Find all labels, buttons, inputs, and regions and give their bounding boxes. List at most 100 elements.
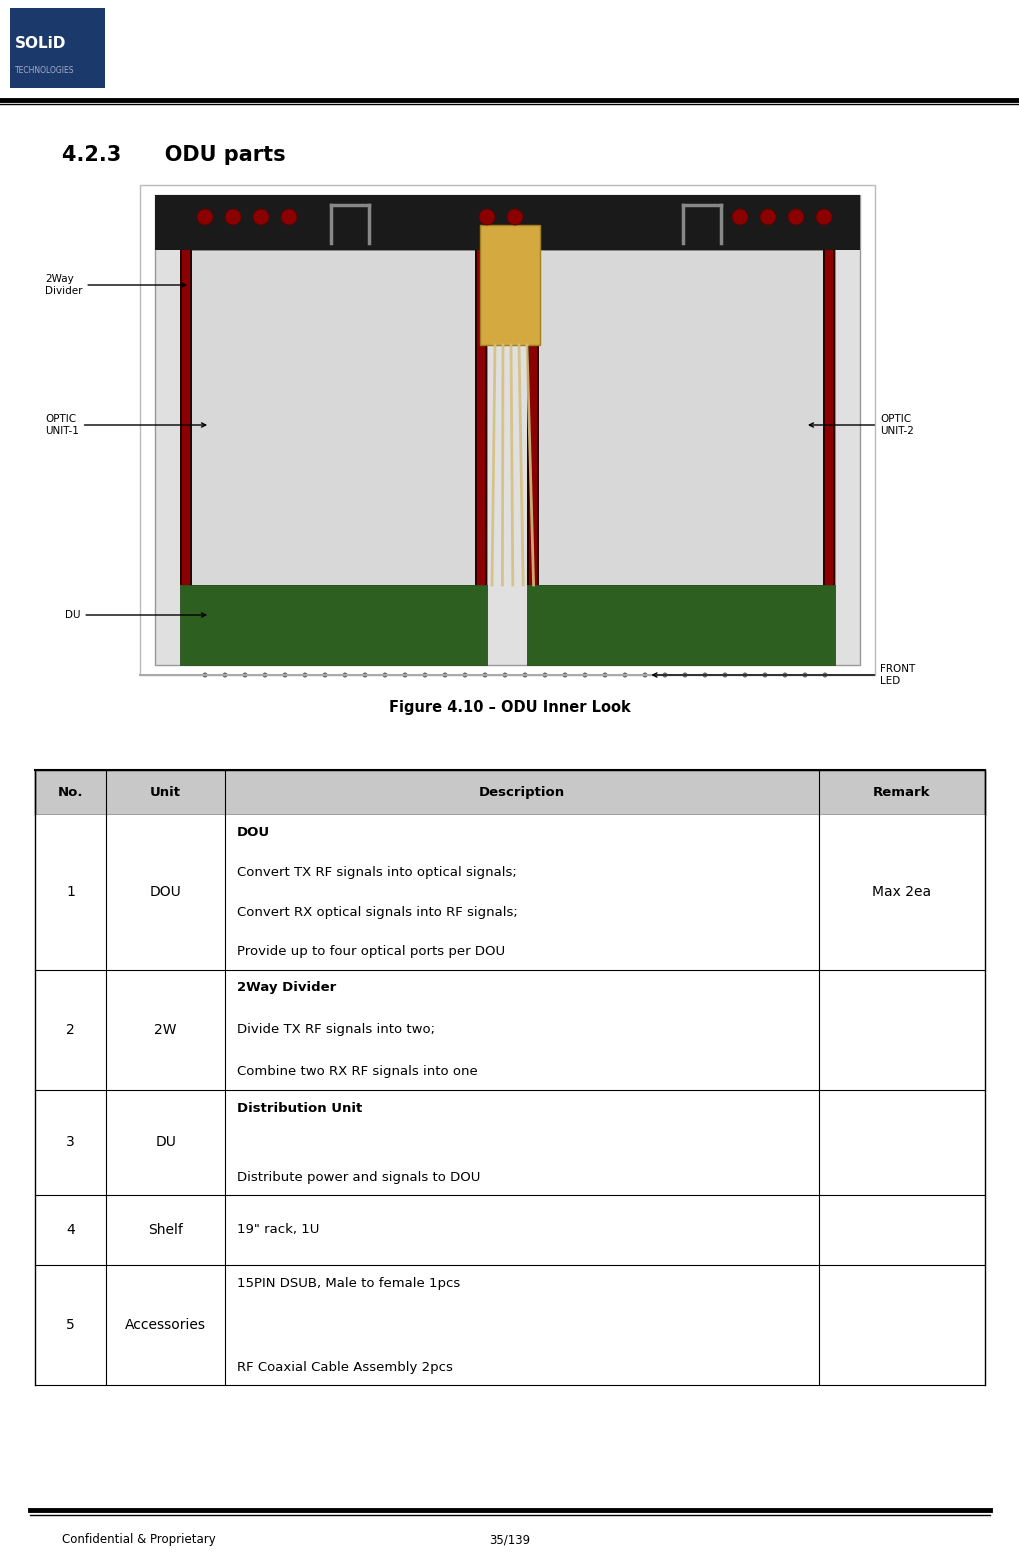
Bar [179, 586, 486, 665]
Text: Convert RX optical signals into RF signals;: Convert RX optical signals into RF signa… [236, 906, 518, 918]
Circle shape [782, 673, 787, 678]
Circle shape [382, 673, 387, 678]
Circle shape [403, 673, 408, 678]
Circle shape [682, 673, 687, 678]
Circle shape [815, 209, 832, 225]
Text: 15PIN DSUB, Male to female 1pcs: 15PIN DSUB, Male to female 1pcs [236, 1276, 460, 1290]
Text: Shelf: Shelf [148, 1223, 182, 1237]
Circle shape [522, 673, 527, 678]
Circle shape [322, 673, 327, 678]
Circle shape [702, 673, 707, 678]
Bar [527, 586, 835, 665]
Bar [477, 250, 484, 586]
Text: 35/139: 35/139 [489, 1534, 530, 1546]
Circle shape [225, 209, 240, 225]
Circle shape [197, 209, 213, 225]
Bar [181, 250, 190, 586]
Bar [179, 250, 192, 586]
Bar [10, 8, 105, 87]
Bar [35, 1195, 984, 1265]
Text: Distribute power and signals to DOU: Distribute power and signals to DOU [236, 1170, 480, 1184]
Bar [140, 184, 874, 675]
Bar [824, 250, 833, 586]
Circle shape [506, 209, 523, 225]
Text: OPTIC
UNIT-1: OPTIC UNIT-1 [45, 414, 206, 436]
Text: Convert TX RF signals into optical signals;: Convert TX RF signals into optical signa… [236, 867, 517, 879]
Circle shape [742, 673, 747, 678]
Circle shape [280, 209, 297, 225]
Circle shape [502, 673, 507, 678]
Text: 2Way Divider: 2Way Divider [236, 981, 336, 995]
Circle shape [762, 673, 766, 678]
Circle shape [821, 673, 826, 678]
Bar [35, 970, 984, 1090]
Text: Distribution Unit: Distribution Unit [236, 1101, 362, 1115]
Text: Accessories: Accessories [125, 1318, 206, 1332]
Text: FRONT
LED: FRONT LED [652, 664, 914, 686]
Circle shape [642, 673, 647, 678]
Circle shape [788, 209, 803, 225]
Circle shape [802, 673, 807, 678]
Circle shape [362, 673, 367, 678]
Circle shape [203, 673, 207, 678]
Text: Description: Description [478, 786, 565, 800]
Bar [35, 815, 984, 970]
Text: DOU: DOU [236, 826, 270, 839]
Text: 4.2.3      ODU parts: 4.2.3 ODU parts [62, 145, 285, 166]
Text: 5: 5 [66, 1318, 75, 1332]
Text: Max 2ea: Max 2ea [871, 886, 930, 900]
Circle shape [442, 673, 447, 678]
Text: SOLiD: SOLiD [15, 36, 66, 52]
Bar [155, 195, 859, 250]
Text: No.: No. [58, 786, 84, 800]
Text: 2W: 2W [154, 1023, 176, 1037]
Text: Combine two RX RF signals into one: Combine two RX RF signals into one [236, 1065, 477, 1078]
Text: DU: DU [65, 611, 206, 620]
Bar [527, 250, 835, 586]
Text: OPTIC
UNIT-2: OPTIC UNIT-2 [808, 414, 913, 436]
Circle shape [253, 209, 269, 225]
Circle shape [222, 673, 227, 678]
Text: DOU: DOU [150, 886, 181, 900]
Circle shape [282, 673, 287, 678]
Bar [179, 250, 486, 586]
Text: TECHNOLOGIES: TECHNOLOGIES [15, 66, 74, 75]
Circle shape [602, 673, 607, 678]
Text: 1: 1 [66, 886, 75, 900]
Circle shape [542, 673, 547, 678]
Circle shape [462, 673, 467, 678]
Bar [480, 225, 539, 345]
Text: DU: DU [155, 1136, 176, 1150]
Text: Provide up to four optical ports per DOU: Provide up to four optical ports per DOU [236, 945, 504, 959]
Bar [155, 195, 859, 665]
Text: 2: 2 [66, 1023, 75, 1037]
Bar [35, 770, 984, 815]
Circle shape [262, 673, 267, 678]
Bar [35, 1265, 984, 1385]
Text: 3: 3 [66, 1136, 75, 1150]
Circle shape [732, 209, 747, 225]
Circle shape [422, 673, 427, 678]
Circle shape [342, 673, 347, 678]
Circle shape [622, 673, 627, 678]
Text: Confidential & Proprietary: Confidential & Proprietary [62, 1534, 216, 1546]
Circle shape [479, 209, 494, 225]
Circle shape [721, 673, 727, 678]
Text: 4: 4 [66, 1223, 75, 1237]
Bar [529, 250, 536, 586]
Text: Remark: Remark [872, 786, 929, 800]
Circle shape [243, 673, 248, 678]
Text: RF Coaxial Cable Assembly 2pcs: RF Coaxial Cable Assembly 2pcs [236, 1361, 452, 1373]
Text: 19" rack, 1U: 19" rack, 1U [236, 1223, 319, 1237]
Text: Figure 4.10 – ODU Inner Look: Figure 4.10 – ODU Inner Look [388, 700, 631, 715]
Bar [475, 250, 486, 586]
Circle shape [662, 673, 666, 678]
Text: 2Way
Divider: 2Way Divider [45, 275, 185, 295]
Circle shape [303, 673, 307, 678]
Circle shape [759, 209, 775, 225]
Text: Unit: Unit [150, 786, 181, 800]
Bar [822, 250, 835, 586]
Circle shape [482, 673, 487, 678]
Circle shape [561, 673, 567, 678]
Circle shape [582, 673, 587, 678]
